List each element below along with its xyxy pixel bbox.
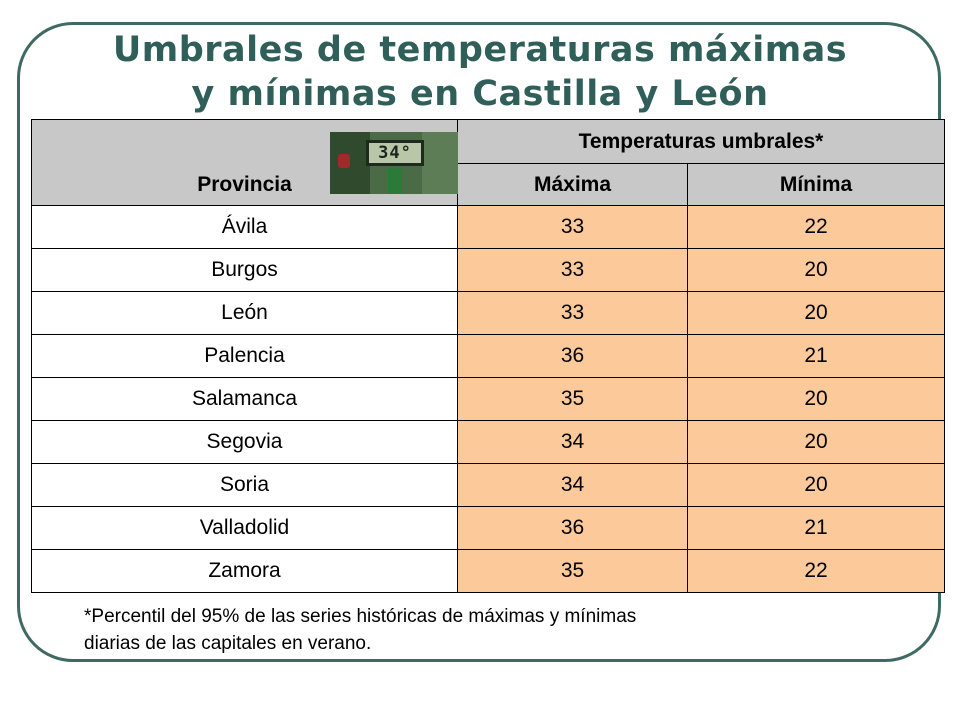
max-cell: 35 xyxy=(457,549,688,593)
max-cell: 33 xyxy=(457,248,688,292)
table-row: Zamora 35 22 xyxy=(31,549,945,593)
min-cell: 20 xyxy=(687,291,945,335)
province-header-label: Provincia xyxy=(197,173,292,196)
table-row: León 33 20 xyxy=(31,291,945,335)
street-thermometer-photo: 34° xyxy=(330,132,458,194)
min-cell: 20 xyxy=(687,377,945,421)
table-row: Ávila 33 22 xyxy=(31,205,945,249)
min-cell: 20 xyxy=(687,463,945,507)
footnote-line-1: *Percentil del 95% de las series históri… xyxy=(84,606,637,627)
min-cell: 21 xyxy=(687,506,945,550)
province-cell: León xyxy=(31,291,458,335)
max-cell: 33 xyxy=(457,291,688,335)
province-cell: Soria xyxy=(31,463,458,507)
min-cell: 20 xyxy=(687,248,945,292)
province-column-header: 34° Provincia xyxy=(31,119,458,206)
max-cell: 35 xyxy=(457,377,688,421)
threshold-group-header: Temperaturas umbrales* xyxy=(457,119,945,164)
title-line-1: Umbrales de temperaturas máximas xyxy=(112,30,848,70)
province-cell: Burgos xyxy=(31,248,458,292)
province-cell: Zamora xyxy=(31,549,458,593)
province-cell: Palencia xyxy=(31,334,458,378)
footnote: *Percentil del 95% de las series históri… xyxy=(84,603,824,657)
min-cell: 20 xyxy=(687,420,945,464)
max-cell: 33 xyxy=(457,205,688,249)
province-cell: Ávila xyxy=(31,205,458,249)
table-row: Segovia 34 20 xyxy=(31,420,945,464)
title-line-2: y mínimas en Castilla y León xyxy=(191,74,769,114)
province-cell: Salamanca xyxy=(31,377,458,421)
table-row: Valladolid 36 21 xyxy=(31,506,945,550)
footnote-line-2: diarias de las capitales en verano. xyxy=(84,633,372,654)
table-row: Burgos 33 20 xyxy=(31,248,945,292)
thresholds-table: 34° Provincia Temperaturas umbrales* Máx… xyxy=(31,119,945,593)
min-cell: 22 xyxy=(687,549,945,593)
table-row: Soria 34 20 xyxy=(31,463,945,507)
table-row: Salamanca 35 20 xyxy=(31,377,945,421)
max-cell: 36 xyxy=(457,334,688,378)
max-cell: 36 xyxy=(457,506,688,550)
min-cell: 22 xyxy=(687,205,945,249)
max-column-header: Máxima xyxy=(457,163,688,206)
thermometer-display: 34° xyxy=(366,140,424,166)
province-cell: Valladolid xyxy=(31,506,458,550)
table-row: Palencia 36 21 xyxy=(31,334,945,378)
max-cell: 34 xyxy=(457,463,688,507)
min-cell: 21 xyxy=(687,334,945,378)
province-cell: Segovia xyxy=(31,420,458,464)
min-column-header: Mínima xyxy=(687,163,945,206)
max-cell: 34 xyxy=(457,420,688,464)
